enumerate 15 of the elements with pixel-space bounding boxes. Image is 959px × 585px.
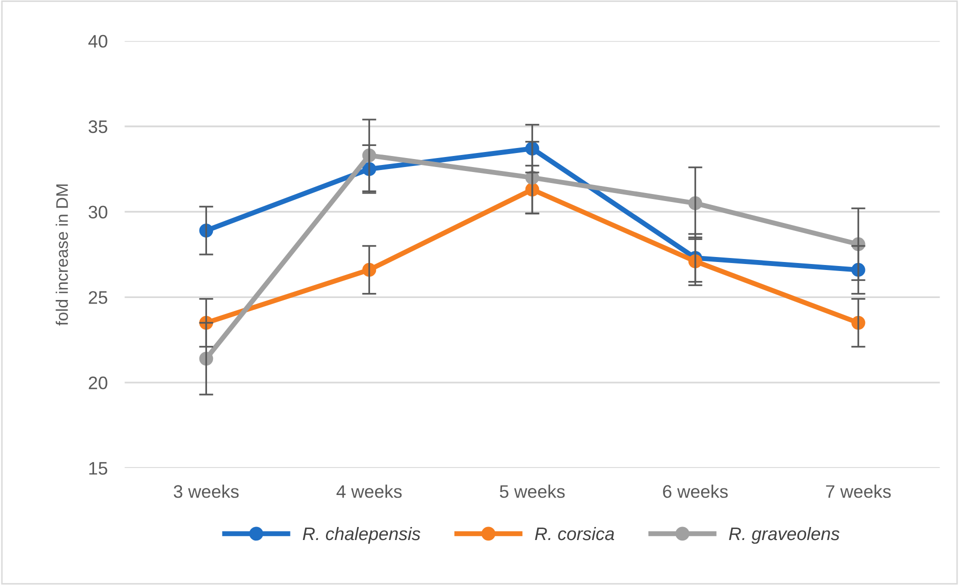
x-tick-label: 6 weeks [663,484,728,498]
x-tick-label: 4 weeks [336,484,402,498]
y-tick-label: 15 [89,462,108,475]
y-tick-label: 30 [88,206,108,218]
y-tick-label: 40 [88,34,108,48]
x-tick-label: 5 weeks [500,484,565,498]
legend-label: R. chalepensis [302,526,420,544]
x-tick-label: 3 weeks [174,484,239,498]
y-axis-title: fold increase in DM [56,184,68,326]
y-tick-label: 20 [88,376,108,390]
legend-label: R. graveolens [729,526,840,544]
legend-label: R. corsica [535,526,614,540]
y-tick-label: 35 [88,120,108,134]
x-tick-label: 7 weeks [826,484,891,498]
y-tick-label: 25 [88,291,108,304]
